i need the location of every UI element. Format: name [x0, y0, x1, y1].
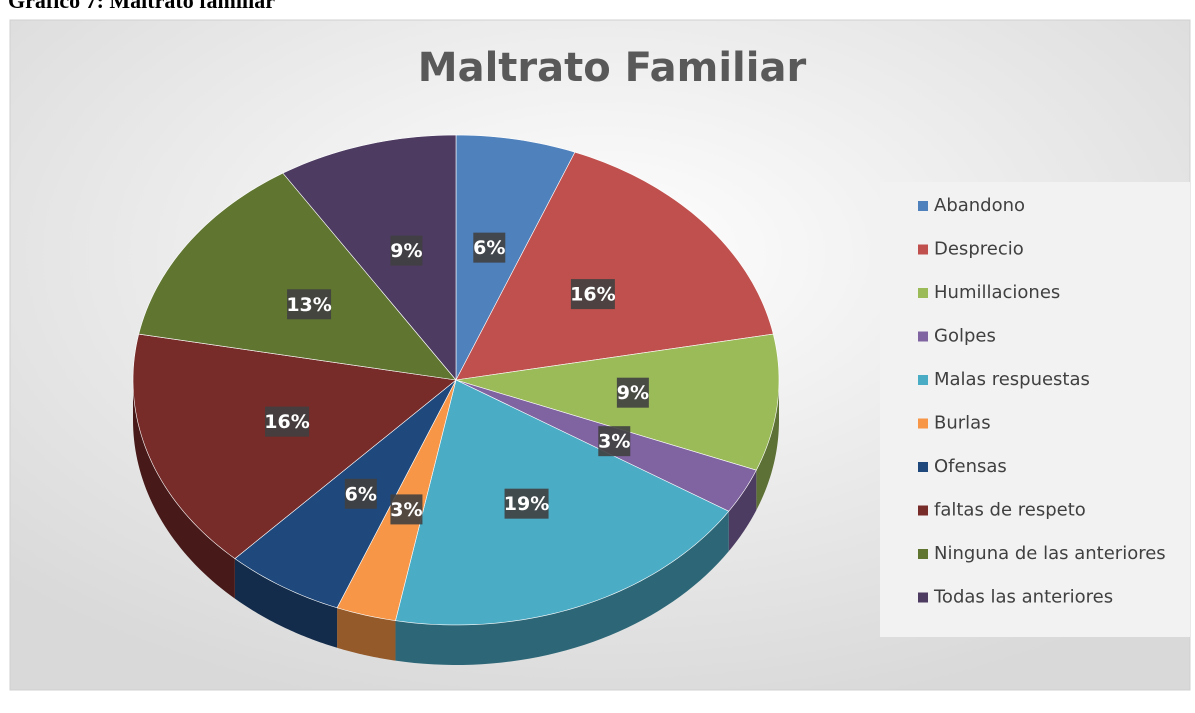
- data-label-box: [504, 488, 549, 519]
- legend-label: faltas de respeto: [934, 500, 1086, 521]
- data-label: 16%: [264, 411, 309, 433]
- legend-label: Todas las anteriores: [933, 587, 1113, 608]
- legend-swatch: [918, 331, 928, 342]
- caption: Gráfico 7: Maltrato familiar: [8, 0, 275, 13]
- data-label: 9%: [390, 240, 422, 262]
- slice: [395, 379, 730, 626]
- legend-label: Ninguna de las anteriores: [934, 543, 1166, 564]
- slice: [282, 134, 457, 381]
- chart-title: Maltrato Familiar: [418, 45, 807, 91]
- data-label-box: [287, 289, 332, 320]
- slice-side: [728, 470, 757, 552]
- legend-swatch: [918, 549, 928, 559]
- legend-label: Desprecio: [934, 239, 1024, 260]
- data-label: 6%: [473, 237, 505, 259]
- data-label-box: [390, 494, 423, 525]
- data-label-box: [598, 426, 631, 457]
- slice-side: [337, 607, 396, 661]
- slice-side: [234, 558, 338, 648]
- legend-label: Malas respuestas: [934, 369, 1090, 390]
- slice: [455, 134, 576, 381]
- slice: [138, 172, 457, 381]
- data-label-box: [265, 406, 310, 437]
- legend-label: Golpes: [934, 326, 996, 347]
- legend-swatch: [918, 375, 928, 385]
- legend-swatch: [918, 201, 928, 211]
- slice-side: [395, 511, 729, 665]
- legend-label: Ofensas: [934, 456, 1007, 477]
- slice-side: [133, 380, 235, 599]
- legend-swatch: [918, 592, 928, 603]
- data-label-box: [473, 232, 506, 263]
- data-label: 19%: [504, 493, 549, 515]
- legend-swatch: [918, 288, 928, 298]
- data-label-box: [570, 279, 615, 310]
- legend-swatch: [918, 462, 928, 472]
- data-label-box: [344, 478, 377, 509]
- legend-label: Burlas: [934, 413, 991, 434]
- legend-label: Abandono: [934, 195, 1025, 216]
- data-label: 3%: [598, 431, 630, 453]
- data-label-box: [390, 235, 423, 266]
- legend-box: [880, 182, 1190, 637]
- slice: [455, 151, 774, 381]
- slice: [132, 333, 457, 559]
- data-label: 6%: [345, 483, 377, 505]
- legend-swatch: [918, 505, 928, 516]
- data-label: 3%: [390, 499, 422, 521]
- data-label: 16%: [570, 284, 615, 306]
- data-label: 9%: [617, 382, 649, 404]
- legend-label: Humillaciones: [934, 282, 1060, 303]
- data-label: 13%: [286, 294, 331, 316]
- data-label-box: [616, 377, 649, 408]
- legend-swatch: [918, 244, 928, 255]
- legend-swatch: [918, 418, 928, 429]
